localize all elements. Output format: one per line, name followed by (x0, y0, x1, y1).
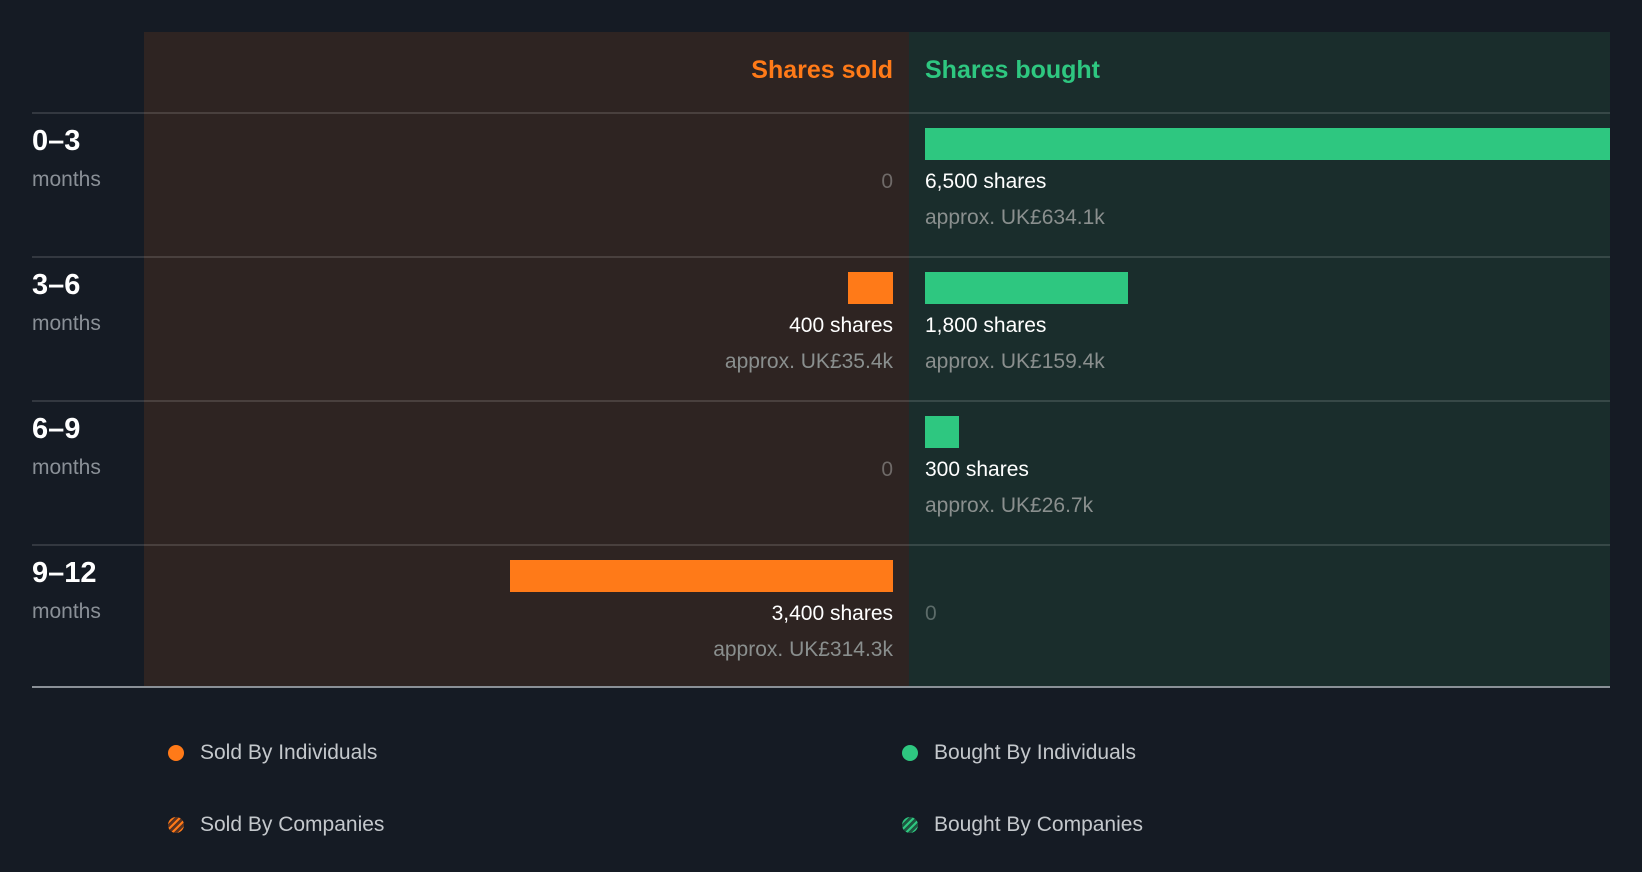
chart-baseline (32, 686, 1610, 688)
period-range: 0–3 (32, 125, 81, 157)
bought-approx-text: approx. UK£159.4k (925, 350, 1105, 373)
sold-bar[interactable] (848, 272, 893, 304)
period-unit: months (32, 168, 101, 191)
shares-sold-header: Shares sold (751, 56, 893, 84)
sold-approx-text: approx. UK£314.3k (713, 638, 893, 661)
row-divider (32, 112, 1610, 114)
period-range: 3–6 (32, 269, 81, 301)
period-unit: months (32, 312, 101, 335)
period-row: 0–3 months 0 6,500 shares approx. UK£634… (0, 113, 1642, 257)
period-range: 6–9 (32, 413, 81, 445)
sold-shares-text: 400 shares (789, 314, 893, 337)
period-row: 9–12 months 3,400 shares approx. UK£314.… (0, 545, 1642, 689)
legend-sold-companies[interactable]: Sold By Companies (168, 813, 384, 837)
bought-shares-text: 0 (925, 602, 937, 625)
row-divider (32, 544, 1610, 546)
bought-bar[interactable] (925, 128, 1610, 160)
period-range: 9–12 (32, 557, 97, 589)
orange-striped-dot-icon (168, 817, 184, 833)
bought-approx-text: approx. UK£26.7k (925, 494, 1094, 517)
row-divider (32, 256, 1610, 258)
bought-shares-text: 300 shares (925, 458, 1029, 481)
legend-label: Sold By Individuals (200, 741, 378, 764)
shares-bought-header: Shares bought (925, 56, 1101, 84)
sold-shares-text: 0 (881, 458, 893, 481)
legend-label: Bought By Companies (934, 813, 1143, 836)
period-row: 3–6 months 400 shares approx. UK£35.4k 1… (0, 257, 1642, 401)
bought-shares-text: 6,500 shares (925, 170, 1047, 193)
sold-shares-text: 3,400 shares (771, 602, 893, 625)
sold-bar[interactable] (510, 560, 893, 592)
sold-shares-text: 0 (881, 170, 893, 193)
sold-approx-text: approx. UK£35.4k (724, 350, 893, 373)
period-unit: months (32, 456, 101, 479)
row-divider (32, 400, 1610, 402)
legend-bought-individuals[interactable]: Bought By Individuals (902, 741, 1136, 765)
legend-label: Sold By Companies (200, 813, 385, 836)
bought-approx-text: approx. UK£634.1k (925, 206, 1105, 229)
green-striped-dot-icon (902, 817, 918, 833)
bought-bar[interactable] (925, 272, 1128, 304)
legend-label: Bought By Individuals (934, 741, 1136, 764)
orange-dot-icon (168, 745, 184, 761)
green-dot-icon (902, 745, 918, 761)
legend-sold-individuals[interactable]: Sold By Individuals (168, 741, 377, 765)
legend-bought-companies[interactable]: Bought By Companies (902, 813, 1143, 837)
bought-bar[interactable] (925, 416, 959, 448)
period-unit: months (32, 600, 101, 623)
bought-shares-text: 1,800 shares (925, 314, 1047, 337)
period-row: 6–9 months 0 300 shares approx. UK£26.7k (0, 401, 1642, 545)
